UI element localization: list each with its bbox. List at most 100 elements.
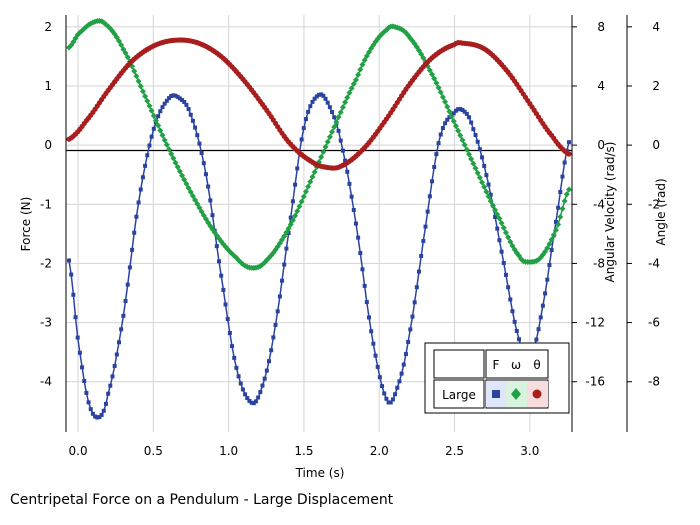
point-force-225 — [556, 205, 561, 210]
point-omega-185 — [468, 155, 475, 162]
point-omega-167 — [429, 71, 436, 78]
point-force-203 — [508, 297, 513, 302]
legend-row-label-cell — [433, 379, 485, 409]
point-omega-128 — [344, 94, 351, 101]
point-force-48 — [171, 93, 176, 98]
point-force-182 — [462, 109, 467, 114]
legend: F ω θ Large — [424, 342, 570, 414]
point-force-8 — [84, 390, 89, 395]
legend-header-theta: θ — [533, 358, 540, 372]
point-omega-60 — [196, 204, 203, 211]
point-omega-42 — [157, 127, 164, 134]
point-force-11 — [90, 411, 95, 416]
point-force-81 — [243, 392, 248, 397]
point-force-139 — [369, 329, 374, 334]
point-force-120 — [327, 105, 332, 110]
theta-tick-label-6: -8 — [648, 375, 660, 389]
point-force-80 — [240, 387, 245, 392]
point-force-197 — [495, 226, 500, 231]
point-force-18 — [106, 391, 111, 396]
point-force-114 — [314, 94, 319, 99]
point-force-6 — [80, 365, 85, 370]
point-force-37 — [147, 143, 152, 148]
force-tick-label-2: 0 — [44, 138, 52, 152]
point-force-162 — [419, 254, 424, 259]
point-omega-201 — [502, 229, 509, 236]
point-force-33 — [138, 187, 143, 192]
point-omega-109 — [302, 188, 309, 195]
point-omega-49 — [172, 159, 179, 166]
force-tick-label-4: -2 — [40, 256, 52, 270]
point-omega-117 — [320, 148, 327, 155]
point-omega-47 — [168, 150, 175, 157]
point-omega-132 — [352, 76, 359, 83]
point-force-63 — [203, 172, 208, 177]
point-omega-46 — [166, 146, 173, 153]
theta-tick-label-3: -2 — [648, 197, 660, 211]
point-force-16 — [101, 408, 106, 413]
point-force-133 — [356, 235, 361, 240]
point-omega-124 — [335, 114, 342, 121]
point-omega-191 — [481, 184, 488, 191]
point-force-222 — [549, 248, 554, 253]
point-force-14 — [97, 415, 102, 420]
point-omega-5 — [76, 29, 83, 36]
point-omega-174 — [444, 103, 451, 110]
point-force-138 — [366, 315, 371, 320]
point-force-147 — [386, 400, 391, 405]
point-force-178 — [453, 108, 458, 113]
point-force-117 — [321, 93, 326, 98]
point-omega-52 — [179, 172, 186, 179]
chart-caption: Centripetal Force on a Pendulum - Large … — [10, 492, 394, 508]
point-force-43 — [160, 105, 165, 110]
point-force-12 — [93, 414, 98, 419]
point-omega-76 — [231, 252, 238, 259]
point-force-187 — [473, 132, 478, 137]
point-omega-225 — [555, 221, 562, 228]
point-omega-162 — [418, 51, 425, 58]
point-force-56 — [188, 112, 193, 117]
point-force-205 — [512, 319, 517, 324]
point-force-27 — [125, 282, 130, 287]
point-force-158 — [410, 314, 415, 319]
point-force-126 — [340, 148, 345, 153]
point-force-49 — [173, 93, 178, 98]
point-force-159 — [412, 300, 417, 305]
point-force-173 — [443, 121, 448, 126]
omega-axis-label: Angular Velocity (rad/s) — [603, 142, 617, 283]
point-omega-123 — [333, 119, 340, 126]
point-force-77 — [234, 365, 239, 370]
point-omega-173 — [442, 98, 449, 105]
point-force-17 — [103, 401, 108, 406]
point-force-137 — [364, 300, 369, 305]
force-axis-label: Force (N) — [19, 197, 33, 252]
point-force-109 — [303, 117, 308, 122]
point-omega-137 — [363, 52, 370, 59]
point-omega-198 — [496, 215, 503, 222]
point-force-168 — [432, 165, 437, 170]
point-omega-119 — [324, 138, 331, 145]
point-force-124 — [336, 128, 341, 133]
point-force-30 — [132, 230, 137, 235]
point-omega-171 — [437, 89, 444, 96]
point-omega-31 — [133, 73, 140, 80]
point-omega-197 — [494, 211, 501, 218]
point-force-151 — [395, 385, 400, 390]
point-force-149 — [390, 397, 395, 402]
point-omega-126 — [339, 104, 346, 111]
point-omega-187 — [472, 165, 479, 172]
point-force-89 — [260, 383, 265, 388]
point-force-186 — [471, 127, 476, 132]
point-omega-26 — [122, 50, 129, 57]
theta-axis-ticks: 4 2 0 -2 -4 -6 -8 — [627, 20, 660, 389]
point-force-91 — [264, 368, 269, 373]
point-omega-51 — [176, 168, 183, 175]
point-omega-39 — [150, 112, 157, 119]
omega-tick-label-6: -16 — [585, 375, 605, 389]
point-force-95 — [273, 322, 278, 327]
point-omega-110 — [305, 183, 312, 190]
force-axis-ticks: 2 1 0 -1 -2 -3 -4 — [40, 20, 52, 389]
point-omega-186 — [470, 160, 477, 167]
point-omega-106 — [296, 203, 303, 210]
point-force-135 — [360, 267, 365, 272]
